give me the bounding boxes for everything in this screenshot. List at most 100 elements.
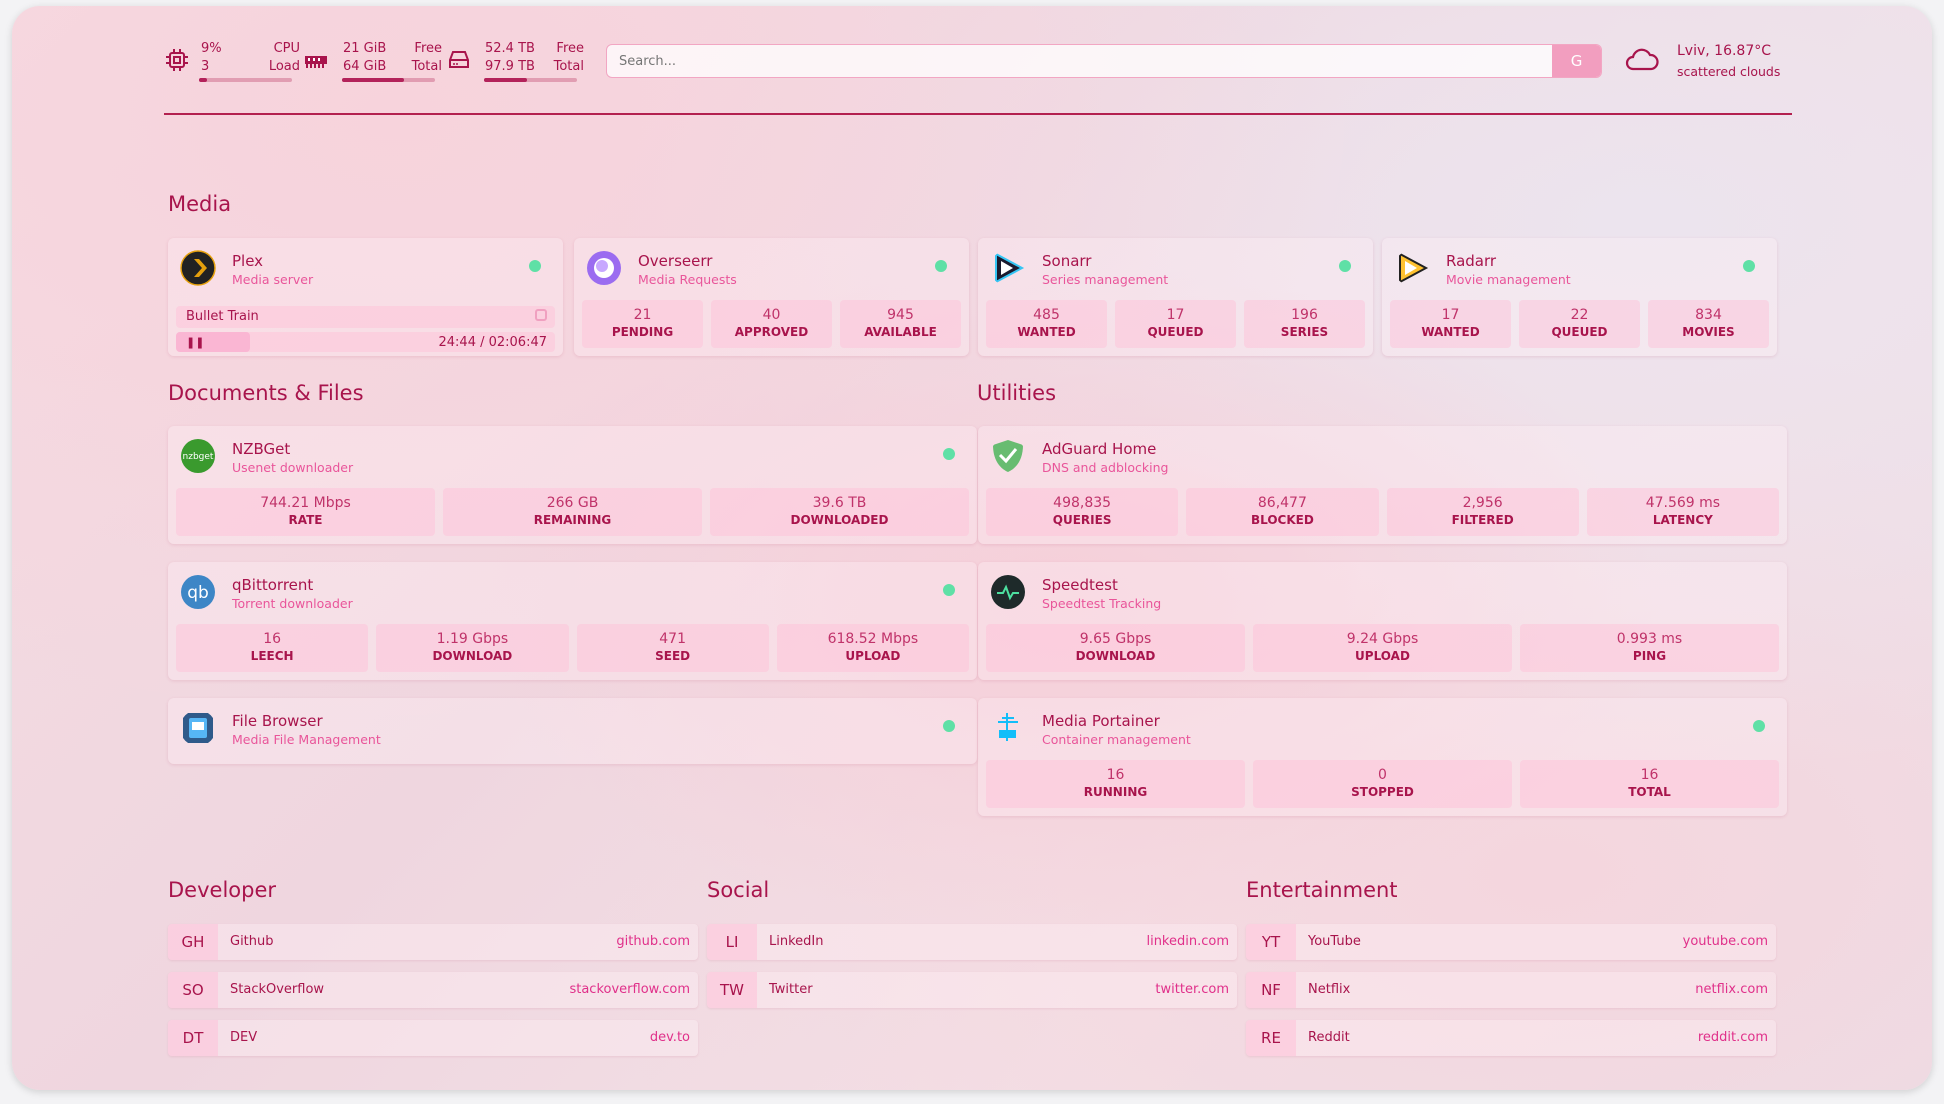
stat-label: DOWNLOADED [790,513,889,527]
adguard-icon [993,440,1023,472]
service-card-media-portainer[interactable]: Media Portainer Container management 16 R… [978,698,1787,816]
pause-icon[interactable]: ❚❚ [186,336,205,349]
service-card-sonarr[interactable]: Sonarr Series management 485 WANTED 17 QUEU… [978,238,1373,356]
stat-label: PING [1632,649,1667,663]
bookmark-url[interactable]: reddit.com [1697,1030,1768,1045]
bookmark-abbr: RE [1246,1020,1296,1056]
status-dot [943,720,955,732]
service-description: DNS and adblocking [1042,460,1169,475]
service-card-adguard-home[interactable]: AdGuard Home DNS and adblocking 498,835 Q… [978,426,1787,544]
service-card-nzbget[interactable]: nzbget NZBGet Usenet downloader 744.21 M… [168,426,977,544]
service-card-speedtest[interactable]: Speedtest Speedtest Tracking 9.65 Gbps DO… [978,562,1787,680]
bookmark-url[interactable]: twitter.com [1155,982,1229,997]
stat-block: 498,835 QUERIES [986,488,1179,536]
disk-free: 52.4 TB [485,41,535,56]
bookmark-url[interactable]: netflix.com [1695,982,1768,997]
status-dot [943,448,955,460]
search-submit-button[interactable]: G [1552,45,1601,77]
stat-block: 0.993 ms PING [1520,624,1779,672]
stat-value: 47.569 ms [1645,495,1721,511]
weather-condition: scattered clouds [1677,64,1781,79]
bookmark-name: StackOverflow [230,982,325,997]
stat-block: 9.24 Gbps UPLOAD [1253,624,1512,672]
stat-label: TOTAL [1628,785,1671,799]
bookmark-twitter[interactable]: TW Twitter twitter.com [707,972,1237,1008]
stat-value: 1.19 Gbps [436,631,509,647]
memory-icon [305,56,327,68]
bookmark-abbr: DT [168,1020,218,1056]
service-card-qbittorrent[interactable]: qb qBittorrent Torrent downloader 16 LEEC… [168,562,977,680]
stat-value: 485 [1033,307,1060,323]
bookmark-name: YouTube [1308,934,1361,949]
stat-label: QUEUED [1147,325,1204,339]
service-card-file-browser[interactable]: File Browser Media File Management [168,698,977,764]
disk-bar [484,78,577,82]
stat-block: 21 PENDING [582,300,703,348]
file-browser-icon [183,713,213,743]
bookmark-url[interactable]: youtube.com [1682,934,1768,949]
stat-label: STOPPED [1351,785,1414,799]
homepage-dashboard: 9% 3 CPU Load 21 GiB 64 GiB Free Total 5… [12,6,1932,1090]
stat-value: 16 [1106,767,1125,783]
bookmark-dev[interactable]: DT DEV dev.to [168,1020,698,1056]
stat-label: LATENCY [1652,513,1713,527]
disk-total: 97.9 TB [485,59,535,74]
bookmark-abbr: YT [1246,924,1296,960]
bookmark-name: Twitter [769,982,813,997]
stat-value: 471 [659,631,686,647]
status-dot [943,584,955,596]
load-label: Load [268,59,300,74]
plex-icon [180,250,216,286]
section-developer: Developer [168,878,277,902]
stat-value: 0.993 ms [1616,631,1683,647]
section-documents: Documents & Files [168,381,364,405]
service-card-radarr[interactable]: Radarr Movie management 17 WANTED 22 QUEUED… [1382,238,1777,356]
bookmark-name: Netflix [1308,982,1351,997]
free-label: Free [556,41,584,56]
bookmark-linkedin[interactable]: LI LinkedIn linkedin.com [707,924,1237,960]
bookmark-name: Reddit [1308,1030,1350,1045]
stat-value: 17 [1441,307,1460,323]
bookmark-youtube[interactable]: YT YouTube youtube.com [1246,924,1776,960]
service-card-plex[interactable]: Plex Media server Bullet Train ❚❚ 24:44 … [168,238,563,356]
now-playing-title: Bullet Train [186,309,259,324]
stat-value: 16 [1640,767,1659,783]
bookmark-github[interactable]: GH Github github.com [168,924,698,960]
svg-text:nzbget: nzbget [183,452,214,462]
service-card-overseerr[interactable]: Overseerr Media Requests 21 PENDING 40 APPR… [574,238,969,356]
bookmark-url[interactable]: github.com [616,934,690,949]
memory-total: 64 GiB [343,59,387,74]
status-dot [1743,260,1755,272]
bookmark-stackoverflow[interactable]: SO StackOverflow stackoverflow.com [168,972,698,1008]
stat-value: 39.6 TB [812,495,867,511]
bookmark-url[interactable]: dev.to [649,1030,690,1045]
stat-label: QUERIES [1052,513,1112,527]
stat-value: 2,956 [1462,495,1503,511]
stat-block: 744.21 Mbps RATE [176,488,435,536]
stat-block: 9.65 Gbps DOWNLOAD [986,624,1245,672]
stat-label: LEECH [250,649,294,663]
bookmark-abbr: GH [168,924,218,960]
service-name: Speedtest [1042,576,1118,594]
bookmark-netflix[interactable]: NF Netflix netflix.com [1246,972,1776,1008]
service-stats: 9.65 Gbps DOWNLOAD 9.24 Gbps UPLOAD 0.993 ms… [986,624,1779,672]
bookmark-url[interactable]: stackoverflow.com [569,982,690,997]
bookmark-reddit[interactable]: RE Reddit reddit.com [1246,1020,1776,1056]
search-input[interactable] [606,44,1602,78]
bookmark-url[interactable]: linkedin.com [1146,934,1229,949]
stat-label: WANTED [1017,325,1076,339]
stat-label: SEED [655,649,691,663]
header-divider [164,113,1792,115]
service-name: File Browser [232,712,323,730]
service-name: Overseerr [638,252,713,270]
bookmark-abbr: SO [168,972,218,1008]
service-description: Container management [1042,732,1191,747]
stat-value: 9.24 Gbps [1346,631,1419,647]
stat-block: 47.569 ms LATENCY [1586,488,1779,536]
service-stats: 16 LEECH 1.19 Gbps DOWNLOAD 471 SEED 618.52 Mb… [176,624,969,672]
stat-label: DOWNLOAD [1075,649,1156,663]
playback-bar[interactable]: ❚❚ 24:44 / 02:06:47 [176,332,555,352]
bookmark-name: LinkedIn [769,934,824,949]
service-description: Torrent downloader [232,596,353,611]
service-name: Radarr [1446,252,1497,270]
